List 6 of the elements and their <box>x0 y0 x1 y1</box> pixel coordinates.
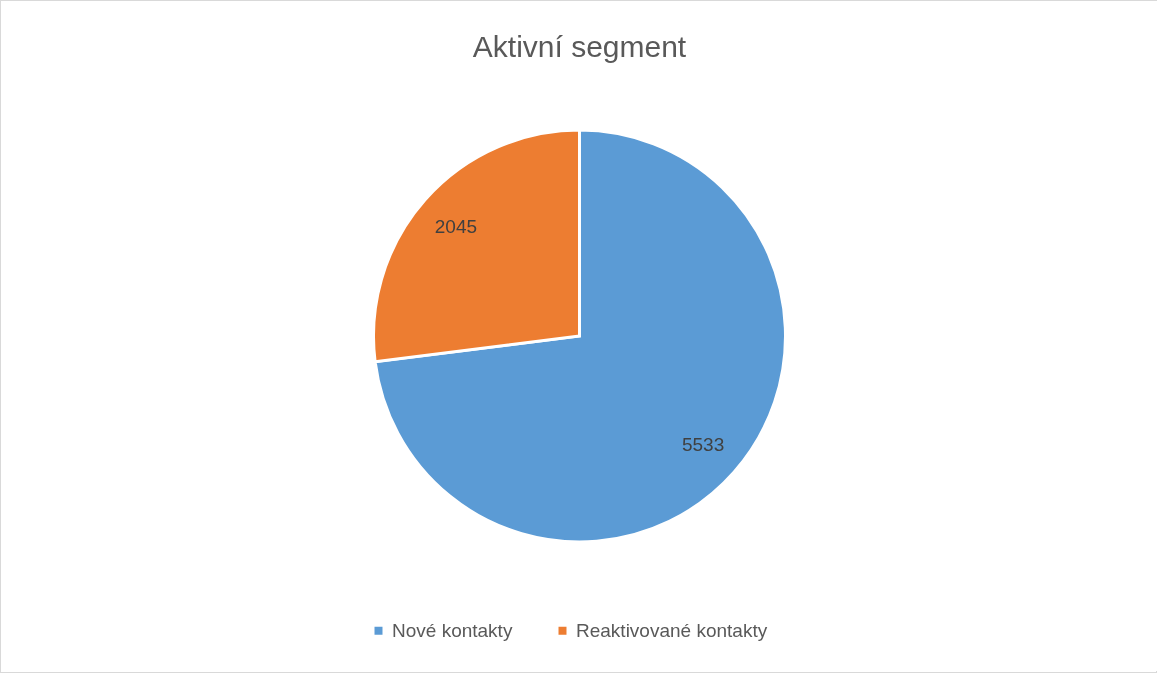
legend-label: Nové kontakty <box>392 619 513 641</box>
data-label: 2045 <box>434 215 478 237</box>
data-label: 5533 <box>681 434 725 456</box>
chart-title: Aktivní segment <box>472 30 687 63</box>
pie-slice <box>373 128 787 544</box>
legend-label: Reaktivované kontakty <box>576 619 768 641</box>
